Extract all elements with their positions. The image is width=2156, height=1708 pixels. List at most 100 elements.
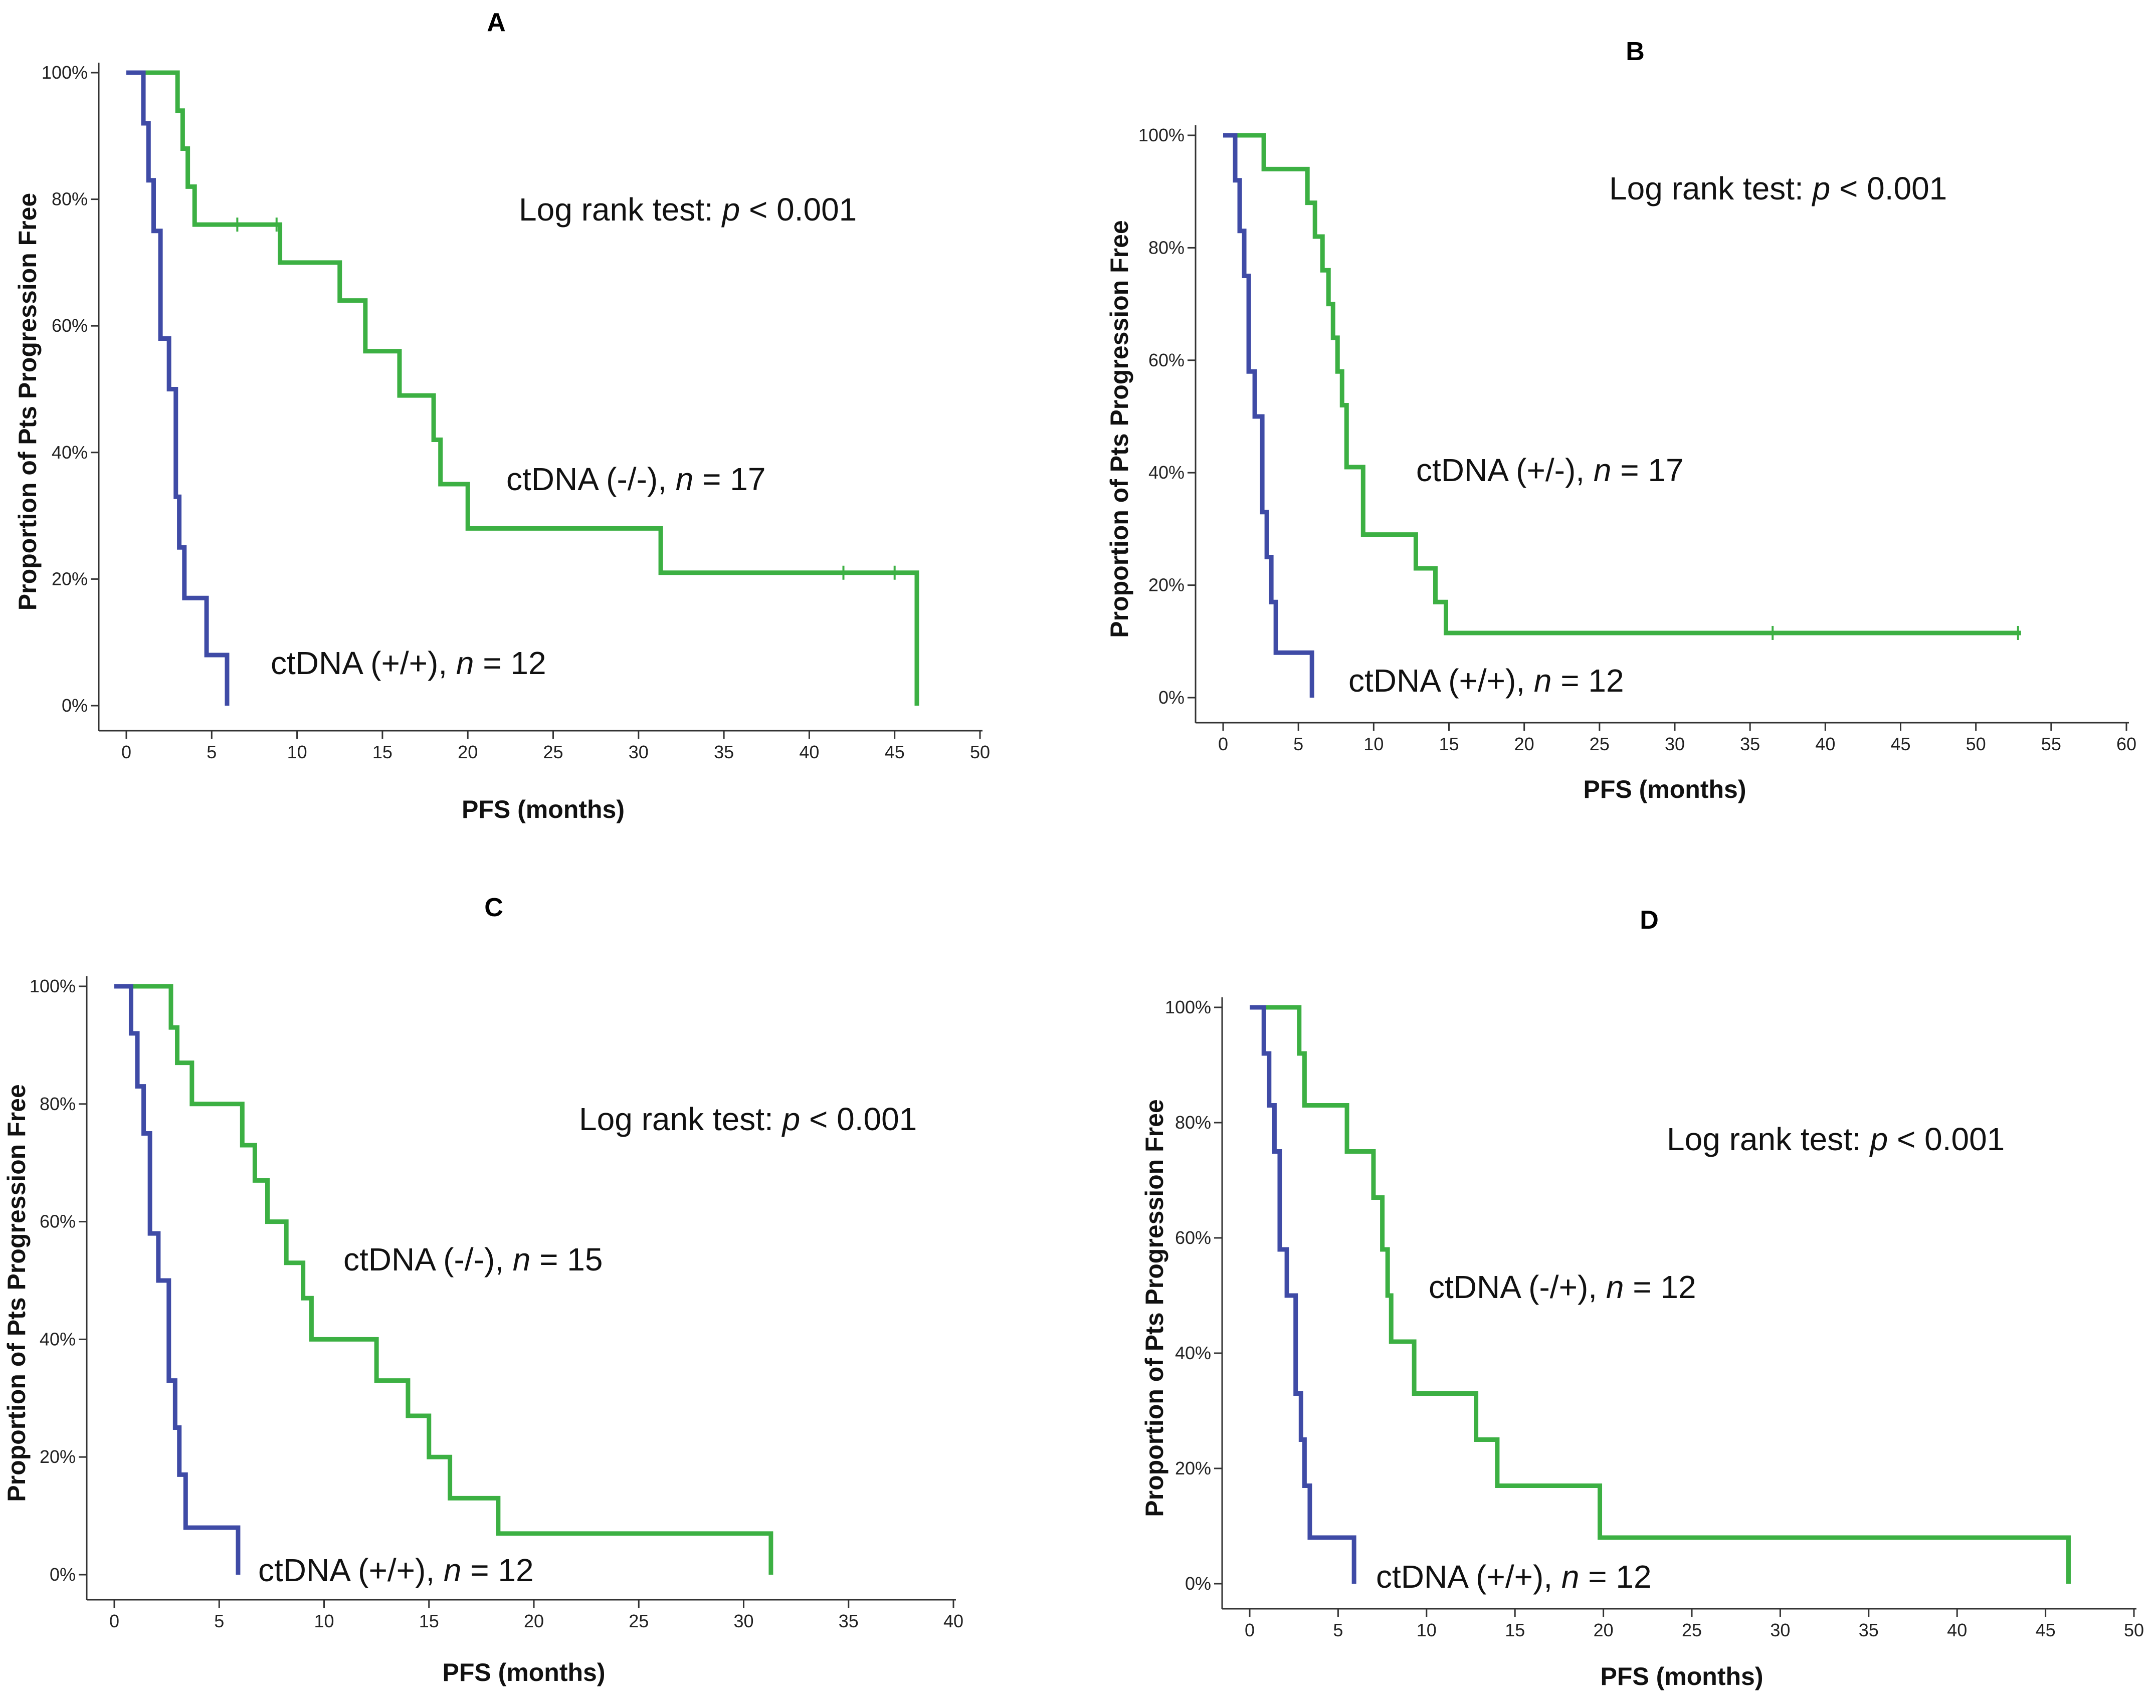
x-axis-label: PFS (months) <box>1601 1662 1763 1690</box>
x-tick-label: 35 <box>714 742 734 762</box>
x-tick-label: 30 <box>733 1611 753 1631</box>
series-label-n: n <box>1606 1269 1624 1305</box>
x-tick-label: 15 <box>419 1611 439 1631</box>
x-tick-label: 20 <box>458 742 478 762</box>
series-label: ctDNA (+/+), n = 12 <box>271 645 546 681</box>
series-label: ctDNA (+/+), n = 12 <box>258 1552 534 1588</box>
annotation-p: p <box>781 1101 801 1137</box>
annotation-p: p <box>721 191 740 228</box>
y-tick-label: 60% <box>1175 1227 1211 1248</box>
x-tick-label: 5 <box>1293 734 1303 754</box>
x-tick-label: 40 <box>1947 1620 1967 1640</box>
y-tick-label: 20% <box>40 1446 76 1467</box>
x-tick-label: 0 <box>121 742 131 762</box>
y-tick-label: 100% <box>42 62 88 83</box>
x-tick-label: 10 <box>314 1611 334 1631</box>
x-tick-label: 35 <box>1859 1620 1879 1640</box>
x-axis-label: PFS (months) <box>443 1658 606 1686</box>
annotation-text: Log rank test: <box>579 1101 782 1137</box>
series-label-n: n <box>444 1552 462 1588</box>
x-tick-label: 15 <box>1505 1620 1525 1640</box>
y-tick-label: 60% <box>1148 350 1185 370</box>
series-label-text: = 12 <box>1624 1269 1696 1305</box>
annotation-text: < 0.001 <box>740 191 857 228</box>
km-curve-green <box>114 984 773 1575</box>
series-label-n: n <box>1534 663 1552 699</box>
panel-title: D <box>1640 906 1659 935</box>
series-label-text: ctDNA (+/+), <box>1348 663 1534 699</box>
log-rank-annotation: Log rank test: p < 0.001 <box>1667 1121 2005 1157</box>
annotation-text: Log rank test: <box>1667 1121 1870 1157</box>
x-tick-label: 45 <box>885 742 905 762</box>
y-tick-label: 20% <box>52 568 88 589</box>
panel-a: A 0 5 10 15 20 25 30 35 40 45 50 0% 20% 40% 60% 80% 100% P… <box>14 8 990 823</box>
series-label-n: n <box>676 461 694 497</box>
series-label-text: ctDNA (-/-), <box>343 1241 513 1277</box>
annotation-text: < 0.001 <box>1830 170 1947 206</box>
y-axis-label: Proportion of Pts Progression Free <box>3 1084 31 1502</box>
x-tick-label: 50 <box>2124 1620 2144 1640</box>
x-tick-label: 30 <box>1770 1620 1790 1640</box>
x-tick-label: 50 <box>1966 734 1986 754</box>
y-tick-label: 80% <box>40 1094 76 1114</box>
x-tick-label: 30 <box>629 742 649 762</box>
x-tick-label: 10 <box>1417 1620 1437 1640</box>
x-tick-label: 0 <box>1245 1620 1255 1640</box>
x-tick-label: 0 <box>1218 734 1228 754</box>
y-tick-label: 0% <box>1185 1573 1211 1594</box>
series-label-n: n <box>1594 452 1612 488</box>
y-tick-label: 0% <box>1158 687 1185 708</box>
panel-c: C 0 5 10 15 20 25 30 35 40 0% 20% 40% 60% 80% 100% PFS (… <box>3 893 963 1686</box>
log-rank-annotation: Log rank test: p < 0.001 <box>1609 170 1947 206</box>
km-curve-blue <box>126 70 230 706</box>
y-tick-label: 40% <box>1148 462 1185 483</box>
x-tick-label: 40 <box>943 1611 963 1631</box>
x-tick-label: 5 <box>1333 1620 1343 1640</box>
x-tick-label: 55 <box>2041 734 2061 754</box>
y-tick-label: 20% <box>1175 1458 1211 1478</box>
x-tick-label: 40 <box>799 742 819 762</box>
km-curve-green <box>1250 1005 2071 1584</box>
km-curve-green <box>126 70 919 706</box>
x-tick-label: 15 <box>372 742 393 762</box>
x-axis-label: PFS (months) <box>1584 775 1746 803</box>
km-curve-blue <box>1223 133 1314 698</box>
km-curve-blue <box>1250 1005 1356 1584</box>
series-label-text: = 12 <box>1551 663 1624 699</box>
x-tick-label: 5 <box>207 742 217 762</box>
x-tick-label: 45 <box>1890 734 1910 754</box>
y-tick-label: 20% <box>1148 575 1185 595</box>
series-label: ctDNA (-/-), n = 17 <box>506 461 765 497</box>
x-tick-label: 20 <box>1594 1620 1614 1640</box>
series-label-text: = 15 <box>530 1241 603 1277</box>
x-tick-label: 10 <box>287 742 307 762</box>
series-label: ctDNA (-/-), n = 15 <box>343 1241 603 1277</box>
x-tick-label: 30 <box>1665 734 1685 754</box>
y-tick-label: 40% <box>40 1329 76 1349</box>
series-label-text: ctDNA (+/+), <box>271 645 456 681</box>
series-label-n: n <box>456 645 474 681</box>
annotation-text: Log rank test: <box>1609 170 1813 206</box>
panel-title: C <box>484 893 503 922</box>
panel-d: D 0 5 10 15 20 25 30 35 40 45 50 0% 20% 40% 60% 80% 100% P… <box>1140 906 2144 1690</box>
y-axis-label: Proportion of Pts Progression Free <box>1105 220 1133 637</box>
series-label: ctDNA (-/+), n = 12 <box>1429 1269 1696 1305</box>
series-label-text: ctDNA (-/-), <box>506 461 676 497</box>
panel-b: B 0 5 10 15 20 25 30 35 40 45 50 55 60 0% 20% 40% 60% 80% 1… <box>1105 37 2136 803</box>
series-label: ctDNA (+/+), n = 12 <box>1376 1559 1652 1595</box>
x-tick-label: 45 <box>2036 1620 2056 1640</box>
x-tick-label: 20 <box>524 1611 544 1631</box>
series-label-text: ctDNA (+/+), <box>258 1552 444 1588</box>
panel-title: A <box>487 8 506 37</box>
series-label-text: = 12 <box>474 645 546 681</box>
km-curve-green <box>1223 133 2021 635</box>
km-curve-blue <box>114 984 241 1575</box>
series-label-n: n <box>1561 1559 1580 1595</box>
y-tick-label: 0% <box>50 1564 76 1585</box>
x-tick-label: 25 <box>1590 734 1610 754</box>
panel-title: B <box>1626 37 1645 66</box>
series-label-text: ctDNA (-/+), <box>1429 1269 1606 1305</box>
y-tick-label: 80% <box>52 189 88 209</box>
